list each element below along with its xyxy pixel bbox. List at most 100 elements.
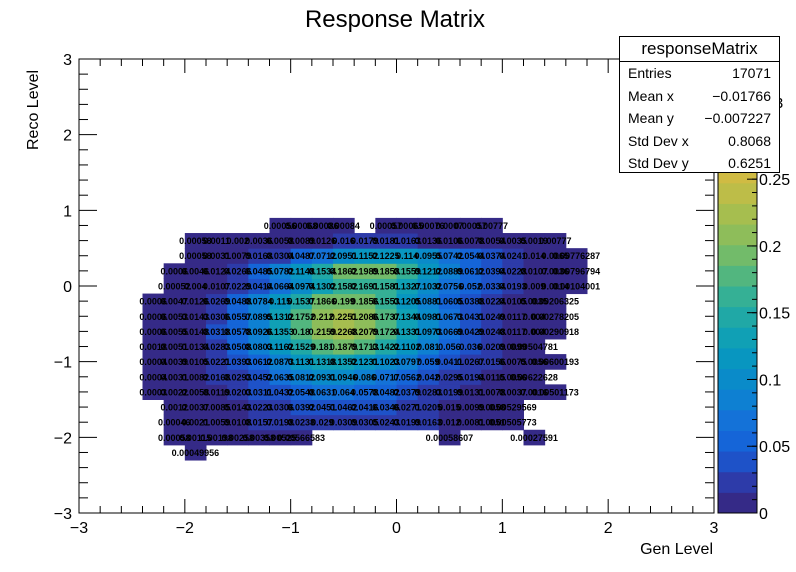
color-scale-tick-label: 0.25 [759,172,790,189]
heatmap-cell [375,369,397,385]
heatmap-cell-value: 0.0238 [287,418,315,428]
heatmap-cell-value: 0.00084 [327,221,360,231]
heatmap-cell [523,338,546,355]
heatmap-cell-value: 0.1752 [287,312,315,322]
heatmap-cell [354,369,376,385]
x-tick-label: 1 [498,520,507,537]
heatmap-cell [523,323,546,340]
stats-value: 17071 [732,65,771,81]
heatmap-cell [375,263,397,279]
heatmap-cell [396,248,419,264]
heatmap-cell [227,308,249,325]
heatmap-cell [481,338,503,355]
heatmap-cell-value: 0.0134 [182,342,210,352]
heatmap-cell-value: 0.1559 [393,266,421,276]
heatmap-cell [396,263,419,279]
heatmap-cell-value: 0.0058 [266,236,294,246]
heatmap-cell-value: 0.199 [332,297,355,307]
heatmap-cell [227,399,249,416]
heatmap-cell [290,338,313,355]
color-scale-segment [718,306,757,328]
heatmap-cell-value: 0.0635 [266,372,294,382]
heatmap-cell [184,354,207,370]
heatmap-cell-value: 0.00796794 [553,266,601,276]
heatmap-cell [481,354,503,370]
heatmap-cell-labels: 0.000499560.000580.001150.001980.002580.… [139,221,600,458]
heatmap-cell [438,308,461,325]
heatmap-cell-value: 0.114 [396,251,418,261]
heatmap-cell [333,308,355,325]
heatmap-cell [333,233,355,249]
heatmap-cell-value: 0.1023 [372,357,400,367]
heatmap-cell [163,293,186,310]
heatmap-cell [354,263,376,279]
heatmap-cell-value: 0.00057 [370,221,403,231]
x-tick-label: −3 [70,520,88,537]
heatmap-cell-value: 0.0021 [182,418,210,428]
x-axis-label: Gen Level [640,541,713,558]
heatmap-cell [438,369,461,385]
heatmap-cell-value: 0.0488 [224,297,252,307]
heatmap-cell [523,429,546,446]
heatmap-cell [481,308,503,325]
heatmap-cell [311,323,334,340]
heatmap-cell-value: 0.012 [438,418,461,428]
heatmap-cell [142,354,165,370]
heatmap-cell [438,233,461,249]
heatmap-cell-value: 0.0117 [499,312,526,322]
heatmap-cell [269,323,292,340]
x-tick-label: −1 [282,520,300,537]
heatmap-cell [248,323,270,340]
heatmap-cell-value: 0.00086 [306,221,339,231]
heatmap-cell-value: 0.014 [523,251,546,261]
heatmap-cell-value: 0.00505773 [489,418,537,428]
heatmap-cell-value: 0.0168 [203,372,231,382]
heatmap-cell-value: 0.0004 [139,372,167,382]
heatmap-cell [481,233,503,249]
heatmap-cell [206,354,228,370]
heatmap-cell-value: 0.0115 [478,372,505,382]
heatmap-cell-value: 0.0004 [139,357,167,367]
heatmap-cell-value: 0.0416 [351,403,379,413]
heatmap-cell [311,308,334,325]
heatmap-cell-value: 0.0895 [245,312,273,322]
heatmap-cell-value: 0.1858 [372,266,400,276]
heatmap-cell [333,414,355,431]
heatmap-cell [544,293,567,310]
heatmap-cell [163,429,186,446]
chart-title: Response Matrix [305,6,485,33]
heatmap-cell-value: 0.0462 [330,403,358,413]
heatmap-cell-value: 0.0548 [287,387,315,397]
heatmap-cell-value: 0.0035 [499,236,527,246]
heatmap-cell [248,278,270,295]
heatmap-cell-value: 0.0105 [499,297,527,307]
heatmap-cell-value: 0.1422 [372,342,400,352]
heatmap-cell [184,384,207,400]
heatmap-cell [565,263,588,279]
heatmap-cell [142,323,165,340]
heatmap-cell-value: 0.0305 [351,418,379,428]
heatmap-cell [438,323,461,340]
heatmap-cell-value: 0.1148 [288,266,315,276]
heatmap-cell-value: 0.0012 [160,403,188,413]
heatmap-cell-value: 0.0243 [372,418,400,428]
heatmap-cell-value: 0.00525 [264,433,297,443]
heatmap-cell-value: 0.0304 [266,251,294,261]
heatmap-cell-value: 0.00058 [179,236,212,246]
heatmap-cell [333,278,355,295]
heatmap-cell-value: 0.004 [184,282,207,292]
heatmap-cell-value: 0.0022 [160,387,188,397]
heatmap-cell-value: 0.0223 [245,403,273,413]
heatmap-cell-value: 0.0006 [160,266,188,276]
heatmap-cell-value: 0.1131 [288,357,315,367]
heatmap-cell [206,399,228,416]
stats-label: Std Dev y [628,155,689,171]
heatmap-cell [396,233,419,249]
heatmap-cell-value: 0.0078 [457,236,485,246]
heatmap-cell [227,293,249,310]
heatmap-cell [354,323,376,340]
heatmap-cell-value: 0.0056 [499,372,527,382]
heatmap-cell [163,308,186,325]
heatmap-cell-value: 0.015 [438,403,461,413]
heatmap-cell-value: 0.1344 [393,312,421,322]
